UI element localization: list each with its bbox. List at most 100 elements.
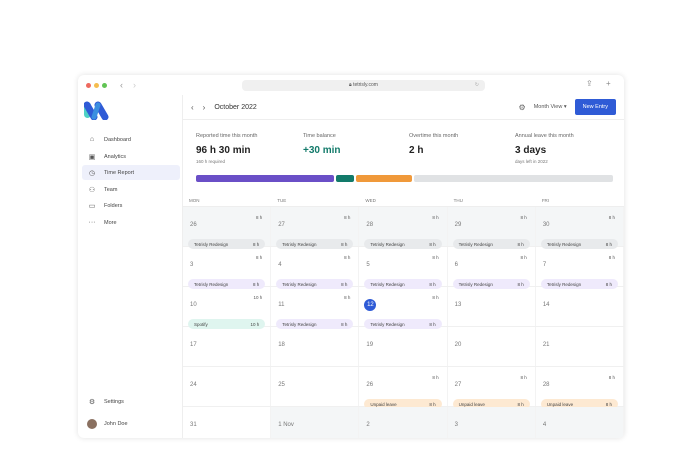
sidebar-item-dashboard[interactable]: ⌂ Dashboard [82, 132, 180, 147]
time-entry[interactable]: Tetrisly Redesign 8 h [540, 279, 619, 289]
address-bar[interactable]: 🔒︎ tetrisly.com ↻ [242, 80, 485, 91]
day-cell[interactable]: 29 8 h Tetrisly Redesign 8 h [447, 207, 536, 249]
day-cell[interactable]: 3 [447, 407, 536, 438]
day-number: 4 [542, 422, 547, 428]
time-entry[interactable]: Tetrisly Redesign 8 h [452, 239, 530, 249]
day-cell[interactable]: 4 [535, 407, 624, 438]
day-cell[interactable]: 17 [183, 327, 272, 366]
logo-icon [84, 101, 109, 120]
day-cell[interactable]: 11 8 h Tetrisly Redesign 8 h [271, 287, 360, 329]
entry-hours: 8 h [252, 241, 260, 247]
sidebar-item-label: Dashboard [104, 136, 131, 143]
time-entry[interactable]: Tetrisly Redesign 8 h [276, 279, 354, 289]
time-entry[interactable]: Unpaid leave 8 h [364, 399, 442, 409]
time-entry[interactable]: Tetrisly Redesign 8 h [364, 319, 442, 329]
day-cell[interactable]: 13 [448, 287, 536, 326]
day-cell[interactable]: 30 8 h Tetrisly Redesign 8 h [535, 207, 624, 249]
sidebar-item-analytics[interactable]: ▣ Analytics [82, 149, 180, 164]
day-number: 12 [364, 299, 377, 311]
reload-icon[interactable]: ↻ [474, 82, 479, 88]
sidebar-item-label: Time Report [104, 169, 135, 176]
forward-icon[interactable]: › [133, 80, 136, 90]
time-entry[interactable]: Tetrisly Redesign 8 h [188, 239, 266, 249]
sidebar-item-folders[interactable]: ▭ Folders [82, 198, 180, 213]
day-cell[interactable]: 26 8 h Tetrisly Redesign 8 h [183, 207, 272, 249]
share-icon[interactable]: ⇪ [586, 79, 593, 88]
new-entry-button[interactable]: New Entry [574, 99, 616, 115]
entry-hours: 8 h [341, 321, 348, 327]
time-entry[interactable]: Tetrisly Redesign 8 h [364, 279, 442, 289]
week-row: 31 1 Nov 2 3 4 [183, 407, 624, 438]
day-number: 18 [278, 342, 285, 348]
day-cell[interactable]: 31 [183, 407, 272, 438]
user-name: John Doe [104, 420, 128, 427]
time-entry[interactable]: Tetrisly Redesign 8 h [364, 239, 442, 249]
time-entry[interactable]: Spotify 10 h [188, 319, 266, 329]
time-entry[interactable]: Tetrisly Redesign 8 h [188, 279, 266, 289]
day-number: 21 [542, 342, 550, 348]
sidebar-item-team[interactable]: ⚇ Team [82, 182, 180, 197]
day-cell[interactable]: 10 10 h Spotify 10 h [183, 287, 272, 329]
weekday-label: WED [365, 198, 376, 203]
day-cell[interactable]: 20 [448, 327, 536, 366]
day-number: 3 [454, 422, 458, 428]
day-cell[interactable]: 28 8 h Unpaid leave 8 h [536, 367, 624, 409]
day-hours: 8 h [608, 375, 616, 380]
settings-icon[interactable]: ⚙ [518, 102, 526, 112]
day-number: 10 [190, 302, 197, 308]
day-number: 7 [542, 262, 547, 268]
prev-month-icon[interactable]: ‹ [191, 102, 194, 112]
user-profile[interactable]: John Doe [82, 416, 180, 431]
stat-value: 3 days [515, 145, 547, 156]
minimize-dot[interactable] [94, 82, 99, 88]
day-cell[interactable]: 28 8 h Tetrisly Redesign 8 h [359, 207, 448, 249]
view-label: Month View [533, 104, 563, 110]
calendar-header: ‹ › October 2022 ⚙ Month View ▾ New Entr… [183, 95, 624, 120]
entry-hours: 8 h [429, 321, 436, 327]
time-entry[interactable]: Unpaid leave 8 h [540, 399, 619, 409]
time-entry[interactable]: Tetrisly Redesign 8 h [540, 239, 619, 249]
stat-card: Annual leave this month 3 days days left i… [515, 133, 574, 164]
day-cell[interactable]: 24 [183, 367, 272, 406]
day-cell[interactable]: 27 8 h Unpaid leave 8 h [448, 367, 536, 409]
maximize-dot[interactable] [102, 82, 107, 88]
day-number: 27 [454, 382, 462, 388]
sidebar-item-label: Folders [104, 202, 123, 209]
day-cell[interactable]: 26 8 h Unpaid leave 8 h [359, 367, 448, 409]
day-cell[interactable]: 4 8 h Tetrisly Redesign 8 h [271, 247, 360, 289]
time-entry[interactable]: Unpaid leave 8 h [452, 399, 530, 409]
day-cell[interactable]: 2 [359, 407, 448, 438]
day-cell[interactable]: 5 8 h Tetrisly Redesign 8 h [359, 247, 448, 289]
day-number: 17 [190, 342, 197, 348]
day-cell[interactable]: 21 [536, 327, 624, 366]
day-number: 11 [278, 302, 285, 308]
day-number: 5 [366, 262, 370, 268]
day-cell[interactable]: 25 [271, 367, 360, 406]
day-cell[interactable]: 14 [536, 287, 624, 326]
day-cell[interactable]: 27 8 h Tetrisly Redesign 8 h [271, 207, 360, 249]
entry-name: Tetrisly Redesign [370, 321, 405, 327]
sidebar-item-settings[interactable]: ⚙ Settings [82, 394, 180, 409]
entry-name: Tetrisly Redesign [370, 241, 405, 247]
day-cell[interactable]: 18 [271, 327, 360, 366]
next-month-icon[interactable]: › [202, 102, 206, 112]
view-select[interactable]: Month View ▾ [534, 104, 567, 110]
time-entry[interactable]: Tetrisly Redesign 8 h [276, 319, 354, 329]
day-cell[interactable]: 19 [359, 327, 448, 366]
back-icon[interactable]: ‹ [120, 80, 123, 90]
day-number: 26 [366, 382, 374, 388]
day-cell[interactable]: 6 8 h Tetrisly Redesign 8 h [448, 247, 536, 289]
day-cell[interactable]: 3 8 h Tetrisly Redesign 8 h [183, 247, 272, 289]
time-entry[interactable]: Tetrisly Redesign 8 h [276, 239, 354, 249]
day-cell[interactable]: 7 8 h Tetrisly Redesign 8 h [536, 247, 624, 289]
day-cell[interactable]: 12 8 h Tetrisly Redesign 8 h [359, 287, 448, 329]
time-entry[interactable]: Tetrisly Redesign 8 h [452, 279, 530, 289]
day-number: 24 [190, 382, 197, 388]
day-number: 20 [454, 342, 462, 348]
sidebar-item-time-report[interactable]: ◷ Time Report [82, 165, 180, 180]
day-cell[interactable]: 1 Nov [271, 407, 360, 438]
sidebar-item-more[interactable]: ··· More [82, 215, 180, 230]
day-number: 30 [542, 222, 550, 228]
close-dot[interactable] [86, 82, 91, 88]
new-tab-icon[interactable]: + [606, 79, 611, 88]
